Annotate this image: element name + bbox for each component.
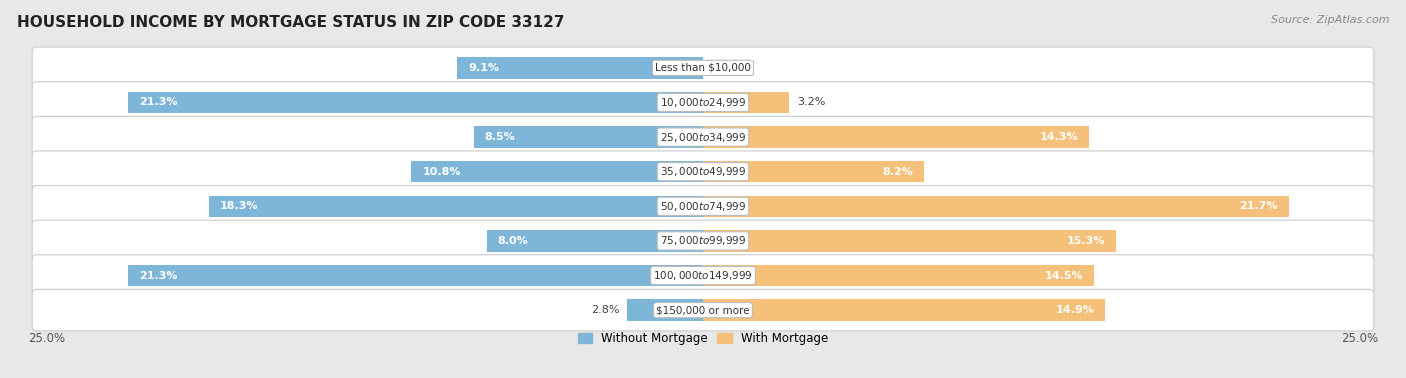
- Bar: [128, 265, 703, 286]
- FancyBboxPatch shape: [32, 82, 1374, 123]
- Bar: [703, 126, 1090, 148]
- FancyBboxPatch shape: [32, 290, 1374, 331]
- Bar: [703, 92, 789, 113]
- Text: $25,000 to $34,999: $25,000 to $34,999: [659, 130, 747, 144]
- Text: 21.7%: 21.7%: [1239, 201, 1278, 211]
- FancyBboxPatch shape: [32, 186, 1374, 227]
- Text: 14.9%: 14.9%: [1056, 305, 1094, 315]
- Bar: [474, 126, 703, 148]
- Text: 25.0%: 25.0%: [28, 332, 65, 345]
- Bar: [412, 161, 703, 183]
- Text: Less than $10,000: Less than $10,000: [655, 63, 751, 73]
- Bar: [128, 92, 703, 113]
- Bar: [703, 230, 1116, 252]
- Text: 15.3%: 15.3%: [1067, 236, 1105, 246]
- Text: 10.8%: 10.8%: [422, 167, 461, 177]
- Text: $50,000 to $74,999: $50,000 to $74,999: [659, 200, 747, 213]
- Text: 2.8%: 2.8%: [591, 305, 619, 315]
- FancyBboxPatch shape: [32, 47, 1374, 88]
- Bar: [627, 299, 703, 321]
- FancyBboxPatch shape: [32, 151, 1374, 192]
- Text: $10,000 to $24,999: $10,000 to $24,999: [659, 96, 747, 109]
- Bar: [703, 195, 1289, 217]
- Bar: [457, 57, 703, 79]
- Bar: [703, 265, 1094, 286]
- Text: 8.0%: 8.0%: [498, 236, 529, 246]
- Text: $75,000 to $99,999: $75,000 to $99,999: [659, 234, 747, 248]
- Text: 21.3%: 21.3%: [139, 271, 177, 280]
- Text: 14.5%: 14.5%: [1045, 271, 1084, 280]
- FancyBboxPatch shape: [32, 220, 1374, 262]
- Text: Source: ZipAtlas.com: Source: ZipAtlas.com: [1271, 15, 1389, 25]
- Text: $35,000 to $49,999: $35,000 to $49,999: [659, 165, 747, 178]
- Text: 14.3%: 14.3%: [1039, 132, 1078, 142]
- Text: 8.2%: 8.2%: [883, 167, 914, 177]
- Legend: Without Mortgage, With Mortgage: Without Mortgage, With Mortgage: [574, 327, 832, 350]
- Text: 25.0%: 25.0%: [1341, 332, 1378, 345]
- Text: 18.3%: 18.3%: [219, 201, 259, 211]
- Text: HOUSEHOLD INCOME BY MORTGAGE STATUS IN ZIP CODE 33127: HOUSEHOLD INCOME BY MORTGAGE STATUS IN Z…: [17, 15, 564, 30]
- Bar: [486, 230, 703, 252]
- FancyBboxPatch shape: [32, 116, 1374, 158]
- Bar: [703, 161, 924, 183]
- Text: 3.2%: 3.2%: [797, 98, 825, 107]
- Text: 21.3%: 21.3%: [139, 98, 177, 107]
- Bar: [703, 299, 1105, 321]
- Text: 9.1%: 9.1%: [468, 63, 499, 73]
- FancyBboxPatch shape: [32, 255, 1374, 296]
- Text: $150,000 or more: $150,000 or more: [657, 305, 749, 315]
- Text: $100,000 to $149,999: $100,000 to $149,999: [654, 269, 752, 282]
- Text: 8.5%: 8.5%: [484, 132, 515, 142]
- Bar: [209, 195, 703, 217]
